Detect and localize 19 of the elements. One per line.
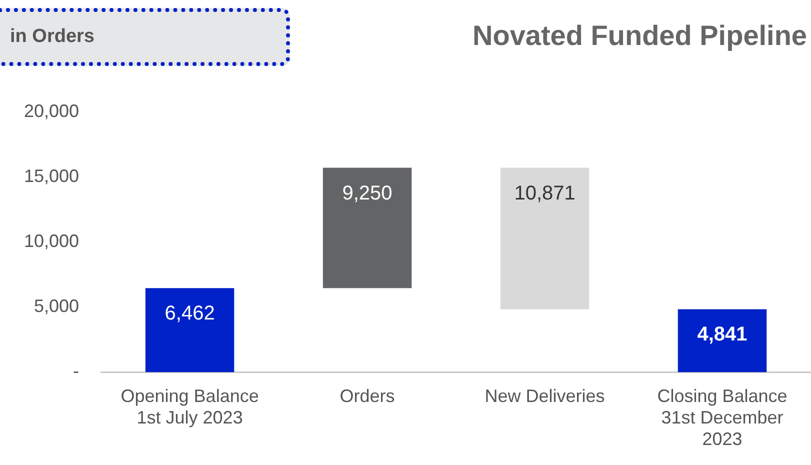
bar (678, 309, 767, 372)
chart-title: Novated Funded Pipeline (472, 20, 807, 52)
y-tick-label: 20,000 (24, 100, 80, 121)
data-label: 9,250 (342, 182, 392, 204)
y-tick-label: 5,000 (34, 296, 80, 316)
y-tick-label: - (73, 361, 80, 382)
bar (322, 168, 412, 288)
x-tick-label: Closing Balance 31st December 2023 (657, 386, 788, 450)
x-tick-label: Orders (340, 386, 395, 406)
x-tick-label: Opening Balance 1st July 2023 (120, 386, 259, 428)
data-label: 10,871 (514, 182, 576, 204)
y-tick-label: 15,000 (24, 166, 80, 186)
data-label: 6,462 (164, 302, 215, 325)
x-tick-label: New Deliveries (484, 386, 605, 406)
bar (500, 168, 590, 310)
text: in Orders (0, 8, 290, 66)
y-tick-label: 10,000 (24, 231, 80, 252)
data-label: 4,841 (697, 324, 748, 346)
bar (145, 288, 234, 372)
